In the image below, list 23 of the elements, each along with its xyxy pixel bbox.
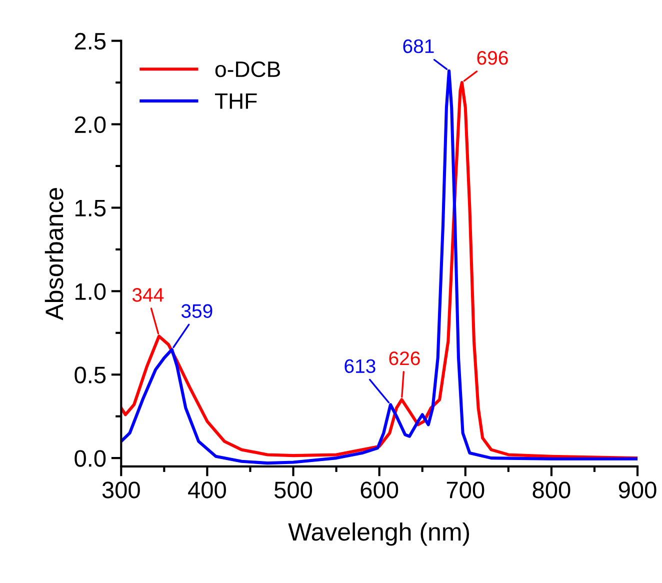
y-tick-label: 2.0 (74, 116, 106, 134)
x-tick-label: 500 (274, 482, 312, 498)
legend-label: o-DCB (215, 61, 280, 78)
annotation: 696 (477, 51, 508, 65)
x-tick-label: 400 (188, 482, 226, 498)
x-tick-label: 700 (446, 482, 484, 498)
y-tick-label: 1.0 (76, 283, 106, 300)
legend-label: THF (214, 93, 257, 109)
annotation: 681 (403, 39, 434, 54)
x-tick-label: 900 (618, 482, 656, 498)
annotation: 344 (132, 288, 164, 302)
y-tick-label: 1.5 (76, 200, 106, 216)
y-tick-label: 0.5 (74, 366, 106, 384)
x-tick-label: 300 (102, 482, 140, 498)
x-tick-label: 600 (360, 482, 398, 498)
y-tick-label: 0.0 (74, 450, 106, 467)
x-tick-label: 800 (532, 482, 570, 498)
y-axis-title: Absorbance (44, 188, 64, 320)
annotation: 613 (344, 359, 376, 374)
y-tick-label: 2.5 (74, 32, 106, 50)
x-axis-title: Wavelengh (nm) (288, 522, 470, 546)
annotation: 626 (389, 351, 420, 366)
annotation: 359 (181, 304, 212, 318)
